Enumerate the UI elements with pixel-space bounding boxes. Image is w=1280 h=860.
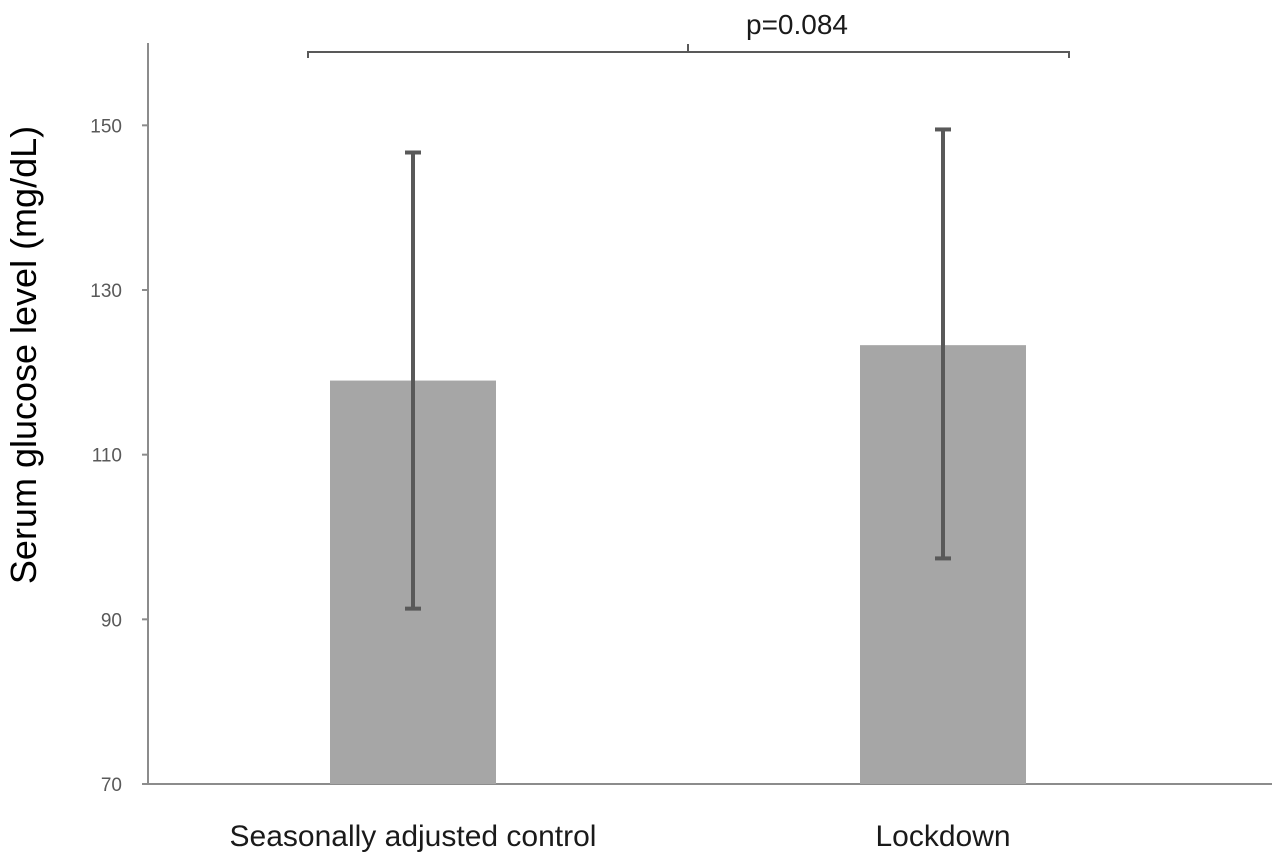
y-tick-label: 110 [92,446,122,467]
x-category-label: Seasonally adjusted control [230,820,597,853]
error-bars-layer [405,127,951,611]
significance-bracket [307,44,1070,58]
y-axis-label: Serum glucose level (mg/dL) [3,126,44,584]
y-tick-label: 70 [101,775,122,796]
p-value-annotation: p=0.084 [746,9,848,40]
bars-layer [330,345,1026,784]
axes: 70 90 110 130 150 Seasonally adjusted control… [90,43,1272,853]
y-tick-label: 150 [90,116,122,137]
y-tick-label: 90 [101,610,122,631]
x-category-label: Lockdown [875,820,1010,853]
y-tick-label: 130 [90,281,122,302]
significance-bracket-group [307,44,1070,58]
